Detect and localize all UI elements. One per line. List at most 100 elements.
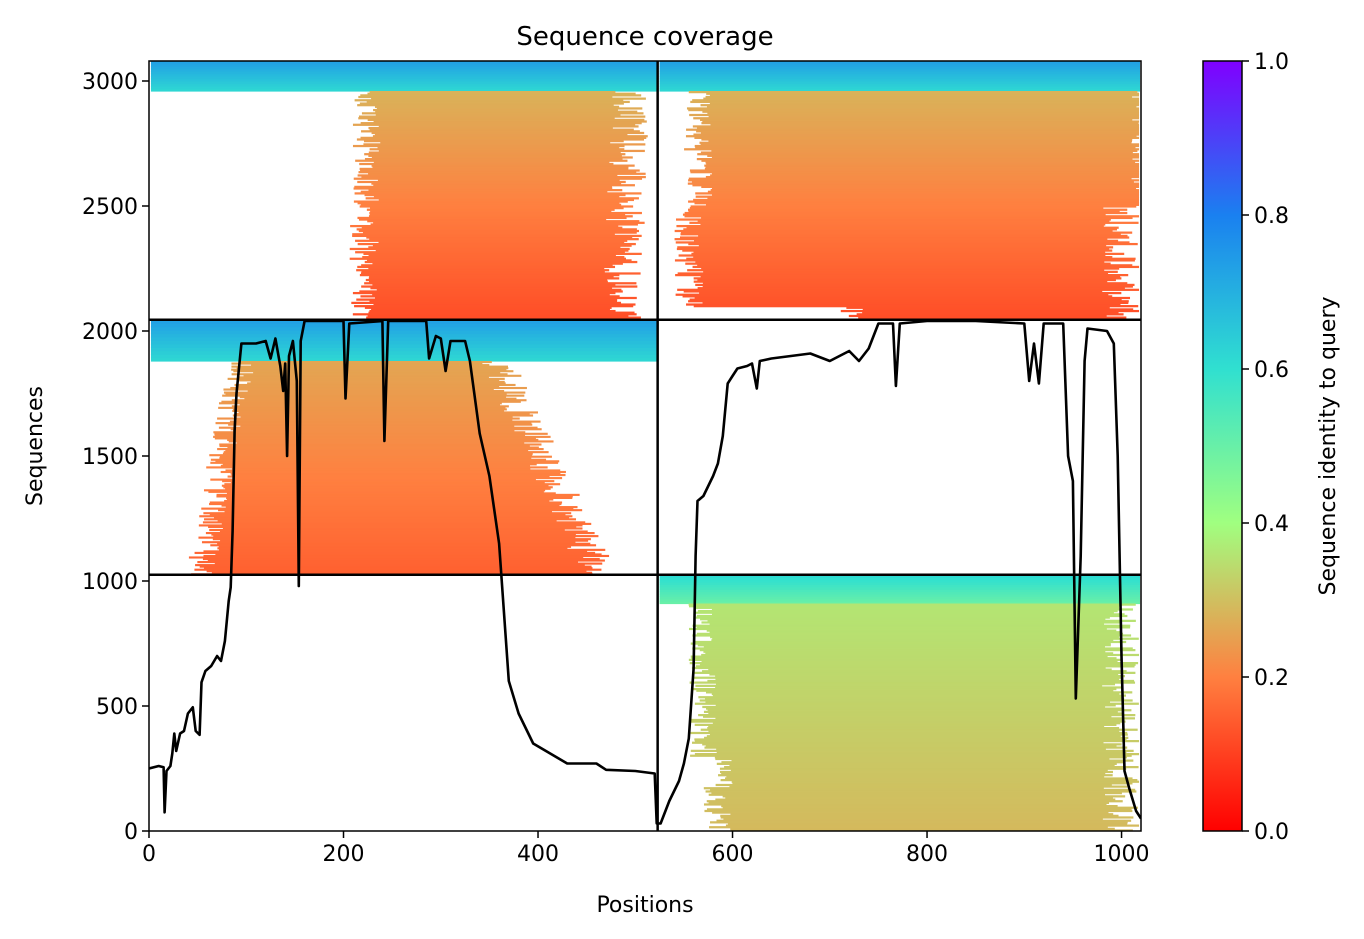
heatmap-row xyxy=(692,125,1140,128)
heatmap-row xyxy=(150,83,657,87)
heatmap-row xyxy=(350,224,619,228)
heatmap-row xyxy=(223,486,553,489)
heatmap-row xyxy=(366,259,632,262)
heatmap-row xyxy=(659,589,1141,593)
heatmap-row xyxy=(227,438,539,441)
heatmap-row xyxy=(686,303,1121,306)
heatmap-row xyxy=(710,174,1140,177)
heatmap-row xyxy=(360,203,622,206)
heatmap-row xyxy=(715,798,1116,801)
heatmap-row xyxy=(222,394,525,397)
heatmap-row xyxy=(705,744,1117,748)
heatmap-row xyxy=(715,704,1116,707)
heatmap-row xyxy=(695,260,1105,264)
heatmap-row xyxy=(217,542,591,545)
colorbar-label: Sequence identity to query xyxy=(1316,296,1341,595)
heatmap-row xyxy=(222,527,583,530)
heatmap-row xyxy=(715,783,1112,787)
heatmap-row xyxy=(659,577,1141,581)
heatmap-row xyxy=(378,125,639,128)
heatmap-row xyxy=(233,370,514,373)
heatmap-row xyxy=(354,305,634,308)
heatmap-row xyxy=(357,202,620,205)
heatmap-row xyxy=(372,244,632,247)
heatmap-row xyxy=(690,642,1111,645)
heatmap-row xyxy=(358,115,646,118)
heatmap-row xyxy=(684,148,1140,151)
heatmap-row xyxy=(702,285,1133,288)
heatmap-row xyxy=(349,247,630,251)
heatmap-row xyxy=(230,428,542,431)
heatmap-row xyxy=(683,228,1117,231)
heatmap-row xyxy=(358,95,613,99)
heatmap-row xyxy=(688,108,1140,112)
heatmap-row xyxy=(228,440,554,443)
heatmap-row xyxy=(721,761,1125,764)
heatmap-row xyxy=(359,162,614,166)
heatmap-row xyxy=(363,252,642,255)
heatmap-row xyxy=(366,100,630,104)
heatmap-row xyxy=(719,770,1113,774)
heatmap-row xyxy=(221,504,560,507)
heatmap-row xyxy=(369,309,616,313)
heatmap-row xyxy=(688,627,1107,631)
heatmap-row xyxy=(150,343,657,348)
heatmap-row xyxy=(213,431,526,434)
heatmap-row xyxy=(709,102,1140,105)
heatmap-row xyxy=(697,264,1133,267)
heatmap-row xyxy=(709,733,1128,736)
heatmap-row xyxy=(209,513,566,516)
heatmap-row xyxy=(251,364,490,367)
heatmap-row xyxy=(714,756,1127,759)
heatmap-row xyxy=(687,269,1105,272)
heatmap-row xyxy=(697,287,1125,290)
heatmap-row xyxy=(705,166,1140,169)
heatmap-row xyxy=(150,61,657,65)
heatmap-row xyxy=(354,192,642,195)
heatmap-row xyxy=(235,385,500,388)
heatmap-row xyxy=(363,143,646,146)
heatmap-row xyxy=(699,141,1132,144)
heatmap-row xyxy=(710,821,1128,824)
heatmap-row xyxy=(692,741,1104,744)
heatmap-row xyxy=(361,175,646,179)
heatmap-row xyxy=(373,195,620,198)
heatmap-row xyxy=(659,579,1141,583)
heatmap-row xyxy=(358,117,615,120)
heatmap-row xyxy=(227,446,539,449)
heatmap-row xyxy=(198,536,576,539)
heatmap-row xyxy=(214,437,536,440)
coverage-line xyxy=(149,319,1141,825)
heatmap-row xyxy=(700,223,1106,226)
heatmap-row xyxy=(691,657,1117,660)
heatmap-row xyxy=(223,388,494,391)
heatmap-row xyxy=(236,419,513,422)
heatmap-row xyxy=(356,138,645,141)
heatmap-row xyxy=(705,652,1114,655)
heatmap-row xyxy=(696,157,1133,161)
heatmap-row xyxy=(711,156,1140,159)
heatmap-row xyxy=(702,670,1127,673)
heatmap-row xyxy=(698,696,1123,699)
heatmap-row xyxy=(687,208,1128,211)
heatmap-row xyxy=(150,350,657,355)
heatmap-row xyxy=(225,506,578,509)
heatmap-row xyxy=(374,296,637,300)
heatmap-row xyxy=(659,581,1141,585)
heatmap-row xyxy=(691,180,1134,184)
heatmap-row xyxy=(360,94,642,97)
x-axis: 0 200 400 600 800 1000 xyxy=(142,831,1150,867)
heatmap-row xyxy=(684,211,1128,215)
heatmap-row xyxy=(688,91,1138,94)
heatmap-row xyxy=(218,545,572,548)
heatmap-row xyxy=(659,86,1141,90)
heatmap-row xyxy=(231,365,508,368)
heatmap-row xyxy=(239,379,500,382)
heatmap-row xyxy=(244,397,517,400)
heatmap-row xyxy=(704,167,1140,171)
heatmap-row xyxy=(708,725,1105,728)
heatmap-row xyxy=(150,340,657,345)
heatmap-row xyxy=(690,754,1132,757)
heatmap-row xyxy=(701,122,1139,125)
